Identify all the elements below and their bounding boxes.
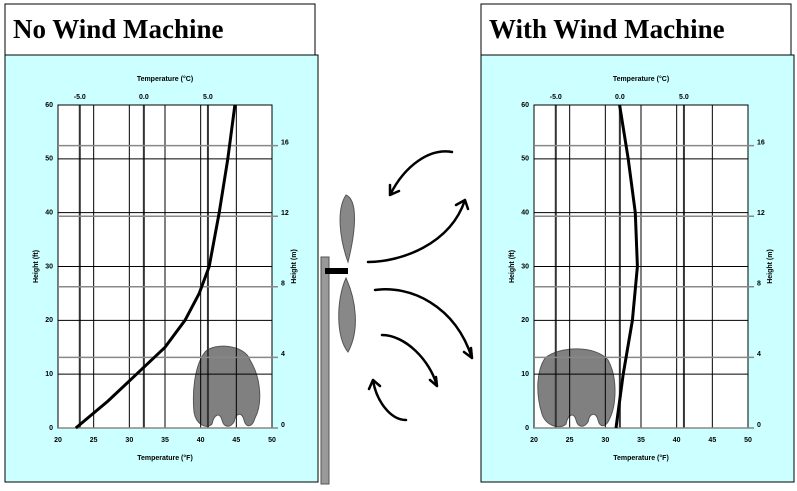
y2-tick-label: 8	[757, 281, 761, 288]
arrow	[369, 380, 406, 420]
y-tick-label: 30	[521, 263, 529, 270]
y-tick-label: 30	[45, 263, 53, 270]
diagram: No Wind Machine20253035404550-5.00.05.00…	[0, 0, 797, 486]
y2-tick-label: 12	[757, 210, 765, 217]
y-tick-label: 40	[45, 210, 53, 217]
x2-tick-label: -5.0	[550, 94, 562, 101]
chart-title: With Wind Machine	[489, 14, 725, 44]
page: No Wind Machine20253035404550-5.00.05.00…	[0, 0, 797, 491]
x-tick-label: 45	[232, 437, 240, 444]
x-tick-label: 25	[566, 437, 574, 444]
x-tick-label: 50	[744, 437, 752, 444]
air-arrows	[368, 151, 472, 420]
y2-tick-label: 8	[281, 281, 285, 288]
blade	[339, 278, 356, 352]
y-tick-label: 60	[521, 102, 529, 109]
y-tick-label: 10	[45, 371, 53, 378]
x-tick-label: 45	[708, 437, 716, 444]
chart-title: No Wind Machine	[13, 14, 224, 44]
y2-axis-label: Height (m)	[767, 249, 774, 284]
x2-tick-label: 0.0	[615, 94, 625, 101]
x-axis-label: Temperature (°F)	[613, 454, 669, 462]
x-tick-label: 25	[90, 437, 98, 444]
arrow	[382, 335, 437, 386]
x-tick-label: 35	[637, 437, 645, 444]
x2-tick-label: 5.0	[203, 94, 213, 101]
y-tick-label: 50	[45, 156, 53, 163]
x-tick-label: 20	[54, 437, 62, 444]
x-tick-label: 30	[601, 437, 609, 444]
y-axis-label: Height (ft)	[509, 250, 516, 283]
y-tick-label: 60	[45, 102, 53, 109]
y-tick-label: 10	[521, 371, 529, 378]
y-tick-label: 0	[49, 425, 53, 432]
y-axis-label: Height (ft)	[33, 250, 40, 283]
arrow	[368, 200, 468, 262]
x-tick-label: 40	[673, 437, 681, 444]
y2-axis-label: Height (m)	[291, 249, 298, 284]
x2-axis-label: Temperature (°C)	[137, 75, 193, 83]
y-tick-label: 20	[521, 317, 529, 324]
x2-tick-label: 0.0	[139, 94, 149, 101]
x2-tick-label: -5.0	[74, 94, 86, 101]
blade	[340, 195, 354, 262]
y2-tick-label: 16	[281, 139, 289, 146]
frost-zone	[193, 346, 259, 426]
x-tick-label: 30	[125, 437, 133, 444]
arrow	[375, 289, 472, 358]
wind-machine	[321, 195, 355, 484]
y-tick-label: 40	[521, 210, 529, 217]
y2-tick-label: 16	[757, 139, 765, 146]
frost-zone	[538, 349, 615, 427]
x-tick-label: 20	[530, 437, 538, 444]
arrow	[390, 151, 452, 195]
x2-axis-label: Temperature (°C)	[613, 75, 669, 83]
hub	[325, 268, 348, 274]
x2-tick-label: 5.0	[679, 94, 689, 101]
y-tick-label: 50	[521, 156, 529, 163]
y2-tick-label: 0	[281, 422, 285, 429]
y2-tick-label: 4	[281, 351, 285, 358]
y2-tick-label: 12	[281, 210, 289, 217]
pole	[321, 257, 329, 484]
x-tick-label: 40	[197, 437, 205, 444]
y2-tick-label: 4	[757, 351, 761, 358]
y-tick-label: 0	[525, 425, 529, 432]
x-axis-label: Temperature (°F)	[137, 454, 193, 462]
y-tick-label: 20	[45, 317, 53, 324]
y2-tick-label: 0	[757, 422, 761, 429]
x-tick-label: 50	[268, 437, 276, 444]
x-tick-label: 35	[161, 437, 169, 444]
